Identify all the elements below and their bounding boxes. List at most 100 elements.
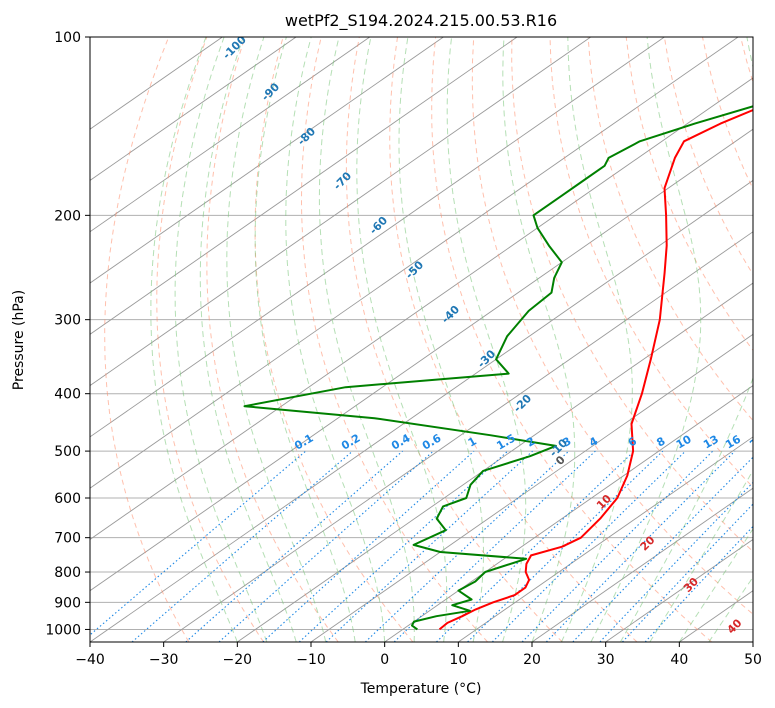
- dry-adiabat-label: -80: [295, 125, 318, 148]
- mixing-ratio-line: [218, 450, 434, 642]
- dry-adiabat-label: -60: [367, 214, 390, 237]
- moist-adiabat-line: [318, 37, 415, 642]
- mixing-ratio-line: [467, 450, 664, 642]
- y-tick-label: 1000: [45, 622, 81, 638]
- dry-adiabat-label: 20: [638, 533, 658, 553]
- mixing-ratio-line: [298, 450, 509, 642]
- isotherm-line: [90, 37, 297, 182]
- mixing-ratio-line: [599, 481, 753, 642]
- isotherm-line: [679, 590, 753, 642]
- dry-adiabat-line: [104, 37, 190, 642]
- y-tick-label: 700: [54, 531, 81, 547]
- isotherm-line: [90, 37, 739, 489]
- mixing-ratio-line: [521, 450, 714, 642]
- dry-adiabat-label: 0: [553, 453, 568, 468]
- moist-adiabat-line: [174, 37, 268, 642]
- mixing-ratio-label: 0.4: [389, 431, 413, 452]
- x-tick-label: −30: [149, 652, 179, 668]
- isotherm-line: [90, 77, 753, 540]
- temperature-profile: [438, 108, 753, 631]
- mixing-ratio-label: 0.1: [292, 432, 315, 453]
- mixing-ratio-label: 1: [466, 435, 479, 450]
- profile-lines: [243, 105, 753, 631]
- mixing-ratio-line: [131, 450, 353, 642]
- dry-adiabat-label: -40: [439, 303, 462, 326]
- dry-adiabat-line: [300, 37, 488, 642]
- mixing-ratio-label: 0.2: [339, 432, 362, 453]
- dry-adiabat-label: -50: [403, 258, 426, 281]
- y-axis-ticks: 100 200 300 400 500 600 700 800 900 1000: [45, 30, 90, 638]
- dry-adiabat-line: [389, 37, 638, 642]
- x-tick-label: 10: [449, 652, 467, 668]
- background-lines: [90, 37, 753, 642]
- dry-adiabat-line: [345, 37, 563, 642]
- moist-adiabat-line: [590, 37, 702, 642]
- x-tick-label: 40: [670, 652, 688, 668]
- moist-adiabat-line: [649, 469, 753, 642]
- x-tick-label: 30: [597, 652, 615, 668]
- mixing-ratio-line: [90, 450, 307, 636]
- isotherm-line: [90, 37, 371, 233]
- mixing-ratio-label: 20: [748, 432, 768, 451]
- y-tick-label: 200: [54, 208, 81, 224]
- mixing-ratio-label: 16: [723, 432, 743, 451]
- mixing-ratio-line: [262, 450, 475, 642]
- mixing-ratio-label: 6: [626, 434, 639, 449]
- dry-adiabat-line: [511, 37, 753, 553]
- isotherm-line: [90, 37, 223, 130]
- moist-adiabat-line: [150, 37, 238, 642]
- mixing-ratio-line: [621, 503, 753, 642]
- moist-adiabat-line: [678, 527, 753, 642]
- moist-adiabat-line: [226, 37, 327, 642]
- dewpoint-profile: [243, 105, 753, 631]
- isotherm-line: [384, 385, 753, 642]
- y-tick-label: 600: [54, 491, 81, 507]
- mixing-ratio-line: [491, 450, 686, 642]
- moist-adiabat-line: [254, 37, 356, 642]
- x-tick-label: −10: [296, 652, 326, 668]
- isotherm-line: [90, 179, 753, 642]
- plot-frame: [89, 36, 754, 643]
- moist-adiabat-line: [285, 37, 386, 642]
- dry-adiabat-label: -70: [331, 169, 354, 192]
- dry-adiabat-line: [254, 37, 414, 642]
- y-tick-label: 100: [54, 30, 81, 46]
- isotherm-line: [90, 37, 592, 387]
- mixing-ratio-line: [325, 450, 533, 642]
- dry-adiabat-label: 10: [594, 492, 614, 512]
- dry-adiabat-label: -30: [475, 347, 498, 370]
- isotherm-line: [531, 487, 753, 642]
- isotherm-line: [310, 333, 753, 642]
- dry-adiabat-line: [206, 37, 339, 642]
- x-tick-label: −40: [75, 652, 105, 668]
- x-tick-label: 20: [523, 652, 541, 668]
- moist-adiabat-line: [708, 576, 753, 642]
- y-tick-label: 500: [54, 444, 81, 460]
- isotherm-line: [605, 538, 753, 642]
- y-tick-label: 400: [54, 387, 81, 403]
- isotherm-line: [752, 641, 753, 642]
- isotherm-line: [458, 436, 753, 642]
- isotherm-line: [237, 282, 753, 642]
- mixing-ratio-line: [393, 450, 596, 642]
- isotherm-line: [163, 231, 753, 642]
- dry-adiabat-line: [156, 37, 264, 642]
- isotherm-line: [90, 128, 753, 592]
- y-tick-label: 900: [54, 595, 81, 611]
- x-axis-label: Temperature (°C): [360, 681, 482, 697]
- moist-adiabat-line: [398, 37, 484, 642]
- dry-adiabat-label: 40: [725, 616, 745, 636]
- mixing-ratio-line: [545, 450, 736, 642]
- y-axis-label: Pressure (hPa): [11, 290, 27, 390]
- y-tick-label: 800: [54, 565, 81, 581]
- mixing-ratio-line: [436, 450, 635, 642]
- dry-adiabat-label: -20: [511, 392, 534, 415]
- x-axis-ticks: −40 −30 −20 −10 0 10 20 30 40 50: [75, 642, 762, 668]
- mixing-ratio-line: [572, 456, 753, 642]
- chart-title: wetPf2_S194.2024.215.00.53.R16: [285, 11, 557, 31]
- x-tick-label: −20: [223, 652, 253, 668]
- moist-adiabat-line: [446, 37, 527, 642]
- moist-adiabat-line: [502, 37, 576, 642]
- moist-adiabat-line: [561, 37, 633, 642]
